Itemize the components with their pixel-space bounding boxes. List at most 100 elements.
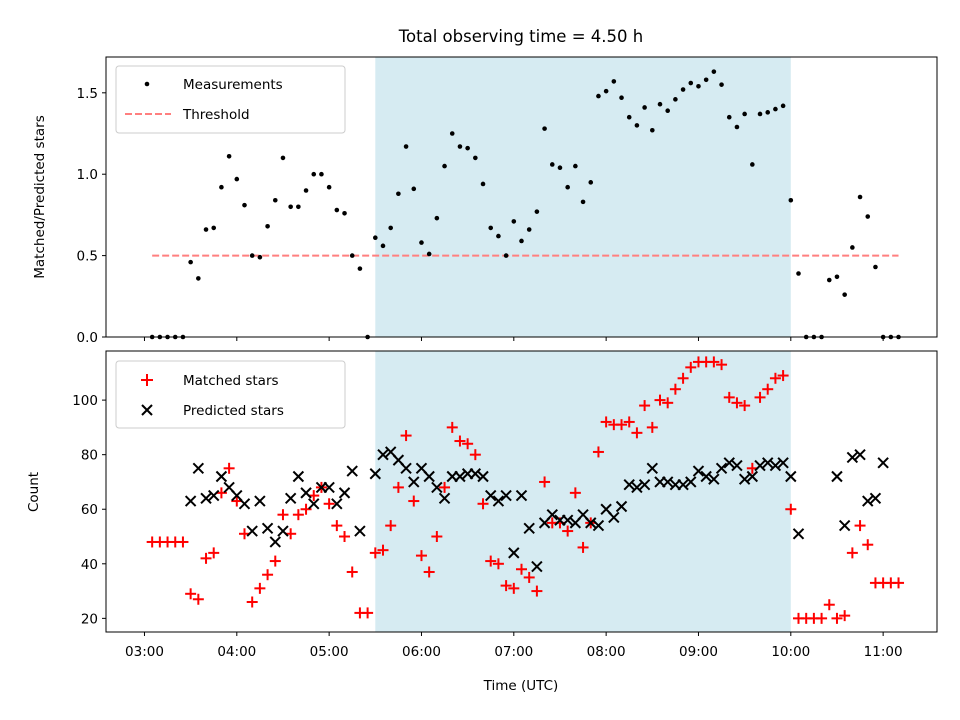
predicted-point bbox=[515, 489, 528, 502]
matched-point bbox=[223, 462, 235, 474]
matched-point bbox=[769, 372, 781, 384]
measurement-point bbox=[626, 114, 632, 120]
matched-point bbox=[415, 550, 427, 562]
measurement-point bbox=[734, 124, 740, 130]
matched-point bbox=[754, 391, 766, 403]
count-ytick-label: 40 bbox=[81, 557, 98, 573]
matched-point bbox=[200, 552, 212, 564]
matched-point bbox=[562, 525, 574, 537]
predicted-point bbox=[561, 514, 574, 526]
predicted-point bbox=[346, 465, 358, 477]
measurement-point bbox=[542, 126, 547, 131]
predicted-point bbox=[354, 525, 366, 537]
predicted-point bbox=[585, 517, 597, 529]
x-tick-label: 10:00 bbox=[771, 644, 810, 660]
matched-point bbox=[246, 596, 258, 608]
measurement-point bbox=[303, 188, 309, 193]
measurement-point bbox=[549, 162, 555, 167]
matched-point bbox=[292, 509, 304, 521]
measurement-point bbox=[865, 214, 871, 219]
matched-point bbox=[816, 612, 828, 624]
matched-point bbox=[369, 547, 381, 559]
matched-point bbox=[577, 541, 589, 553]
measurement-point bbox=[426, 251, 432, 257]
matched-point bbox=[631, 427, 643, 439]
matched-point bbox=[685, 361, 697, 373]
predicted-point bbox=[615, 500, 628, 513]
predicted-point bbox=[854, 448, 866, 461]
legend-predicted-marker bbox=[141, 404, 153, 416]
x-tick-label: 07:00 bbox=[494, 644, 533, 660]
predicted-point bbox=[200, 492, 212, 505]
matched-point bbox=[300, 503, 312, 515]
predicted-point bbox=[869, 492, 882, 505]
predicted-point bbox=[769, 459, 782, 472]
measurement-point bbox=[711, 69, 717, 74]
measurement-point bbox=[296, 204, 301, 210]
ratio-panel: 0.0 0.5 1.0 1.5 Matched/Predicted stars Mea… bbox=[32, 56, 938, 346]
matched-point bbox=[846, 547, 858, 559]
predicted-point bbox=[369, 468, 382, 480]
predicted-point bbox=[731, 459, 743, 472]
matched-point bbox=[185, 588, 197, 600]
matched-point bbox=[854, 520, 866, 532]
measurement-point bbox=[280, 155, 286, 161]
x-tick-label: 06:00 bbox=[402, 644, 441, 660]
measurement-point bbox=[796, 271, 801, 276]
measurement-point bbox=[565, 184, 570, 190]
x-tick-label: 09:00 bbox=[679, 644, 718, 660]
matched-point bbox=[400, 430, 412, 442]
matched-point bbox=[423, 566, 435, 578]
measurement-point bbox=[519, 238, 524, 244]
matched-point bbox=[708, 356, 720, 368]
count-ytick-label: 100 bbox=[72, 393, 98, 409]
measurement-point bbox=[349, 253, 355, 258]
measurement-point bbox=[526, 227, 532, 232]
matched-point bbox=[762, 383, 774, 395]
predicted-point bbox=[838, 519, 851, 532]
matched-point bbox=[823, 599, 835, 611]
predicted-point bbox=[677, 478, 689, 491]
count-ylabel: Count bbox=[26, 472, 42, 512]
predicted-point bbox=[323, 481, 335, 494]
measurement-point bbox=[673, 97, 678, 102]
predicted-point bbox=[208, 489, 220, 502]
measurement-point bbox=[196, 276, 201, 281]
measurement-point bbox=[511, 219, 517, 224]
ratio-legend: Measurements Threshold bbox=[115, 65, 346, 134]
measurement-point bbox=[873, 264, 878, 270]
measurement-point bbox=[342, 210, 347, 216]
predicted-point bbox=[438, 492, 451, 505]
measurement-point bbox=[219, 184, 224, 190]
predicted-point bbox=[469, 468, 482, 480]
measurement-point bbox=[557, 165, 563, 170]
measurement-point bbox=[326, 184, 332, 190]
matched-point bbox=[208, 547, 220, 559]
measurement-point bbox=[650, 127, 655, 133]
measurement-point bbox=[657, 101, 663, 107]
predicted-point bbox=[238, 498, 251, 510]
matched-point bbox=[646, 421, 658, 433]
matched-point bbox=[192, 593, 204, 605]
measurement-point bbox=[288, 204, 293, 210]
predicted-point bbox=[523, 522, 535, 535]
predicted-point bbox=[477, 470, 489, 483]
matched-point bbox=[269, 555, 281, 567]
matched-point bbox=[362, 607, 374, 619]
predicted-point bbox=[700, 470, 712, 483]
predicted-point bbox=[184, 495, 197, 507]
predicted-point bbox=[638, 478, 651, 491]
predicted-point bbox=[377, 448, 389, 461]
matched-point bbox=[446, 421, 458, 433]
count-ytick-label: 80 bbox=[81, 448, 98, 464]
predicted-point bbox=[685, 476, 697, 488]
count-axes-frame bbox=[105, 350, 938, 633]
predicted-point bbox=[738, 473, 751, 485]
measurement-point bbox=[834, 274, 840, 280]
predicted-point bbox=[408, 476, 420, 488]
measurement-point bbox=[203, 227, 209, 232]
predicted-point bbox=[661, 476, 674, 488]
predicted-point bbox=[777, 457, 789, 469]
matched-point bbox=[408, 495, 420, 507]
predicted-point bbox=[508, 547, 520, 559]
